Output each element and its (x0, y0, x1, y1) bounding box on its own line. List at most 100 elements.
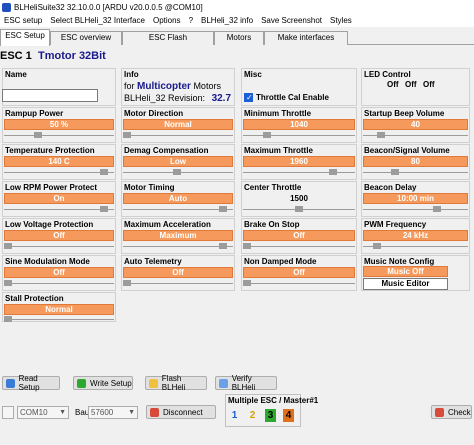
motor-timing-slider[interactable] (123, 206, 233, 212)
menu-select-interface[interactable]: Select BLHeli_32 Interface (50, 16, 145, 25)
name-input[interactable] (2, 89, 98, 102)
info-revision-line: BLHeli_32 Revision: 32.7 (124, 93, 231, 104)
pwm-frequency-cell: PWM Frequency 24 kHz (361, 218, 470, 254)
title-bar: BLHeliSuite32 32.10.0.0 [ARDU v20.0.0.5 … (0, 0, 474, 14)
led-label: LED Control (364, 70, 411, 79)
brake-on-stop-value[interactable]: Off (243, 230, 355, 241)
tab-esc-setup[interactable]: ESC Setup (0, 29, 50, 46)
sine-modulation-mode-slider[interactable] (4, 280, 114, 286)
led-red-value[interactable]: Off (387, 80, 399, 89)
demag-compensation-value[interactable]: Low (123, 156, 233, 167)
motor-timing-label: Motor Timing (124, 183, 175, 192)
minimum-throttle-value[interactable]: 1040 (243, 119, 355, 130)
minimum-throttle-slider[interactable] (243, 132, 355, 138)
multiple-esc-label: Multiple ESC / Master#1 (228, 396, 319, 405)
brake-on-stop-label: Brake On Stop (244, 220, 300, 229)
beacon-delay-slider[interactable] (363, 206, 468, 212)
write-icon (77, 378, 86, 388)
stall-protection-label: Stall Protection (5, 294, 64, 303)
tab-esc-overview[interactable]: ESC overview (50, 31, 122, 45)
menu-esc-setup[interactable]: ESC setup (4, 16, 43, 25)
maximum-acceleration-slider[interactable] (123, 243, 233, 249)
port-select[interactable]: COM10 ▼ (17, 406, 69, 419)
menu-options[interactable]: Options (152, 16, 181, 25)
motor-direction-value[interactable]: Normal (123, 119, 233, 130)
menu-blheli-info[interactable]: BLHeli_32 info (201, 16, 254, 25)
non-damped-mode-slider[interactable] (243, 280, 355, 286)
write-setup-button[interactable]: Write Setup (73, 376, 133, 390)
beacon-signal-volume-value[interactable]: 80 (363, 156, 468, 167)
maximum-throttle-value[interactable]: 1960 (243, 156, 355, 167)
music-off-toggle[interactable]: Music Off (363, 266, 448, 277)
menu-bar: ESC setup Select BLHeli_32 Interface Opt… (0, 14, 474, 27)
tab-motors[interactable]: Motors (214, 31, 264, 45)
temperature-protection-value[interactable]: 140 C (4, 156, 114, 167)
low-rpm-power-protect-slider[interactable] (4, 206, 114, 212)
window-title: BLHeliSuite32 32.10.0.0 [ARDU v20.0.0.5 … (14, 2, 203, 12)
baud-label: Baud: (75, 408, 96, 417)
maximum-acceleration-value[interactable]: Maximum (123, 230, 233, 241)
read-setup-label: Read Setup (18, 374, 40, 392)
rampup-power-value[interactable]: 50 % (4, 119, 114, 130)
non-damped-mode-value[interactable]: Off (243, 267, 355, 278)
misc-cell: Misc (241, 68, 357, 106)
maximum-throttle-cell: Maximum Throttle 1960 (241, 144, 357, 180)
led-green-value[interactable]: Off (405, 80, 417, 89)
rampup-power-slider[interactable] (4, 132, 114, 138)
startup-beep-volume-cell: Startup Beep Volume 40 (361, 107, 470, 143)
esc-2-button[interactable]: 2 (249, 410, 256, 421)
motor-direction-slider[interactable] (123, 132, 233, 138)
beacon-delay-cell: Beacon Delay 10:00 min (361, 181, 470, 217)
low-rpm-power-protect-value[interactable]: On (4, 193, 114, 204)
beacon-signal-volume-slider[interactable] (363, 169, 468, 175)
info-revision-label: BLHeli_32 Revision: (124, 93, 206, 103)
menu-styles[interactable]: Styles (330, 16, 352, 25)
read-setup-button[interactable]: Read Setup (2, 374, 60, 392)
center-throttle-value[interactable]: 1500 (243, 193, 355, 204)
flash-blheli-button[interactable]: Flash BLHeli (145, 374, 207, 392)
startup-beep-volume-value[interactable]: 40 (363, 119, 468, 130)
menu-save-screenshot[interactable]: Save Screenshot (261, 16, 322, 25)
pwm-frequency-value[interactable]: 24 kHz (363, 230, 468, 241)
esc-4-button[interactable]: 4 (283, 409, 294, 422)
tab-esc-flash[interactable]: ESC Flash (122, 31, 214, 45)
music-editor-button[interactable]: Music Editor (363, 278, 448, 290)
brake-on-stop-slider[interactable] (243, 243, 355, 249)
beacon-delay-value[interactable]: 10:00 min (363, 193, 468, 204)
verify-blheli-button[interactable]: Verify BLHeli (215, 374, 277, 392)
motor-timing-value[interactable]: Auto (123, 193, 233, 204)
tab-make-interfaces[interactable]: Make interfaces (264, 31, 348, 45)
interface-toggle[interactable] (2, 406, 14, 419)
sine-modulation-mode-value[interactable]: Off (4, 267, 114, 278)
disconnect-label: Disconnect (163, 407, 203, 417)
music-note-config-label: Music Note Config (364, 257, 435, 266)
maximum-throttle-slider[interactable] (243, 169, 355, 175)
beacon-signal-volume-label: Beacon/Signal Volume (364, 146, 450, 155)
pwm-frequency-slider[interactable] (363, 243, 468, 249)
auto-telemetry-cell: Auto Telemetry Off (121, 255, 235, 291)
esc-1-button[interactable]: 1 (231, 410, 238, 421)
temperature-protection-slider[interactable] (4, 169, 114, 175)
info-multicopter: Multicopter (137, 81, 191, 92)
chevron-down-icon: ▼ (59, 409, 66, 416)
stall-protection-value[interactable]: Normal (4, 304, 114, 315)
low-voltage-protection-slider[interactable] (4, 243, 114, 249)
led-blue-value[interactable]: Off (423, 80, 435, 89)
center-throttle-slider[interactable] (243, 206, 355, 212)
low-voltage-protection-value[interactable]: Off (4, 230, 114, 241)
check-button[interactable]: Check (431, 405, 472, 419)
baud-select[interactable]: 57600 ▼ (88, 406, 138, 419)
menu-help[interactable]: ? (188, 16, 194, 25)
auto-telemetry-slider[interactable] (123, 280, 233, 286)
disconnect-button[interactable]: Disconnect (146, 405, 216, 419)
startup-beep-volume-slider[interactable] (363, 132, 468, 138)
demag-compensation-slider[interactable] (123, 169, 233, 175)
stall-protection-slider[interactable] (4, 316, 114, 322)
auto-telemetry-value[interactable]: Off (123, 267, 233, 278)
esc-3-button[interactable]: 3 (265, 409, 276, 422)
stall-protection-cell: Stall Protection Normal (2, 292, 116, 322)
check-label: Check (448, 407, 471, 417)
esc-label: ESC 1 (0, 50, 32, 62)
low-voltage-protection-cell: Low Voltage Protection Off (2, 218, 116, 254)
throttle-cal-checkbox[interactable] (244, 93, 253, 102)
